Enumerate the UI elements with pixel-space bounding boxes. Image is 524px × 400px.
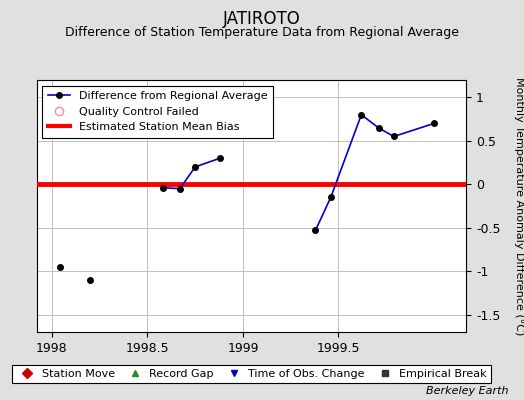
Text: Difference of Station Temperature Data from Regional Average: Difference of Station Temperature Data f… [65,26,459,39]
Text: JATIROTO: JATIROTO [223,10,301,28]
Y-axis label: Monthly Temperature Anomaly Difference (°C): Monthly Temperature Anomaly Difference (… [515,77,524,335]
Legend: Difference from Regional Average, Quality Control Failed, Estimated Station Mean: Difference from Regional Average, Qualit… [42,86,273,138]
Text: Berkeley Earth: Berkeley Earth [426,386,508,396]
Legend: Station Move, Record Gap, Time of Obs. Change, Empirical Break: Station Move, Record Gap, Time of Obs. C… [12,364,492,384]
